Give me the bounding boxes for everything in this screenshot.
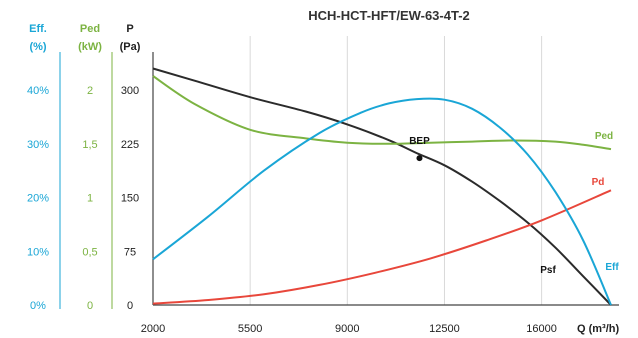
bep-label: BEP <box>409 136 430 147</box>
eff-tick-label: 30% <box>27 139 49 151</box>
p-axis-unit: (Pa) <box>120 41 141 53</box>
p-tick-label: 150 <box>121 193 139 205</box>
axis-lines <box>59 52 619 309</box>
eff-axis-unit: (%) <box>29 41 46 53</box>
eff-tick-label: 20% <box>27 193 49 205</box>
series-eff-label: Eff <box>605 262 619 273</box>
eff-tick-label: 10% <box>27 246 49 258</box>
series-eff-line <box>152 97 612 306</box>
chart-title: HCH-HCT-HFT/EW-63-4T-2 <box>308 8 470 23</box>
ped-tick-label: 2 <box>87 85 93 97</box>
x-tick-label: 5500 <box>238 323 262 335</box>
p-tick-label: 75 <box>124 246 136 258</box>
ped-axis-unit: (kW) <box>78 41 102 53</box>
eff-axis-title: Eff. <box>29 23 47 35</box>
x-tick-label: 12500 <box>429 323 460 335</box>
series-curves <box>152 67 612 306</box>
series-pd-label: Pd <box>592 177 605 188</box>
p-tick-label: 0 <box>127 300 133 312</box>
series-ped-line <box>152 75 612 151</box>
p-axis-title: P <box>126 23 133 35</box>
x-axis-label: Q (m³/h) <box>577 323 619 335</box>
series-labels: Psf Pd Ped Eff <box>540 131 619 276</box>
series-pd-line <box>152 189 612 305</box>
eff-tick-label: 0% <box>30 300 46 312</box>
ped-tick-label: 0 <box>87 300 93 312</box>
ped-tick-label: 1,5 <box>82 139 97 151</box>
vertical-gridlines <box>249 36 543 305</box>
bep-point <box>416 155 423 162</box>
series-psf-label: Psf <box>540 265 556 276</box>
x-tick-label: 9000 <box>335 323 359 335</box>
series-ped-label: Ped <box>595 131 613 142</box>
bep-marker: BEP <box>409 136 430 162</box>
x-tick-label: 16000 <box>526 323 557 335</box>
ped-tick-label: 1 <box>87 193 93 205</box>
y-tick-labels: 40% 30% 20% 10% 0% 2 1,5 1 0,5 0 300 225 150 75 0 <box>27 85 139 312</box>
eff-tick-label: 40% <box>27 85 49 97</box>
ped-tick-label: 0,5 <box>82 246 97 258</box>
x-tick-labels: 2000 5500 9000 12500 16000 <box>141 323 557 335</box>
x-tick-label: 2000 <box>141 323 165 335</box>
ped-axis-title: Ped <box>80 23 100 35</box>
series-psf-line <box>152 67 612 306</box>
axis-headers: Eff. (%) Ped (kW) P (Pa) <box>29 23 141 53</box>
p-tick-label: 300 <box>121 85 139 97</box>
p-tick-label: 225 <box>121 139 139 151</box>
